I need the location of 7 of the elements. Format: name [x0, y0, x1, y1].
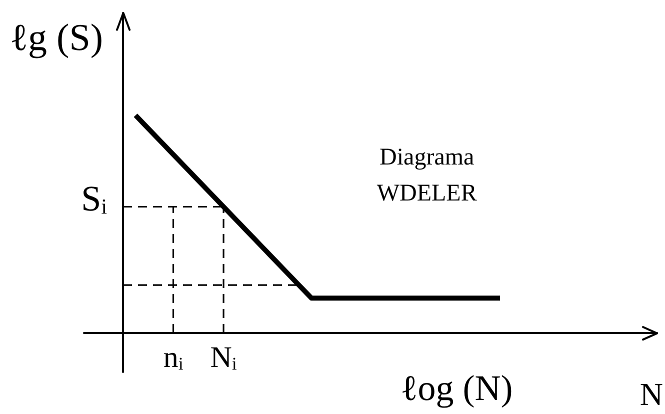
text: N [640, 376, 663, 412]
ref-line-label: Sᵢ [81, 178, 108, 219]
x-tick-label: Nᵢ [210, 340, 237, 374]
y-axis-title: ℓg (S) [10, 17, 104, 59]
x-tick-label: nᵢ [163, 340, 184, 374]
x-axis-title: ℓog (N) [400, 368, 513, 408]
annotation: Diagrama WDELER [376, 144, 477, 207]
